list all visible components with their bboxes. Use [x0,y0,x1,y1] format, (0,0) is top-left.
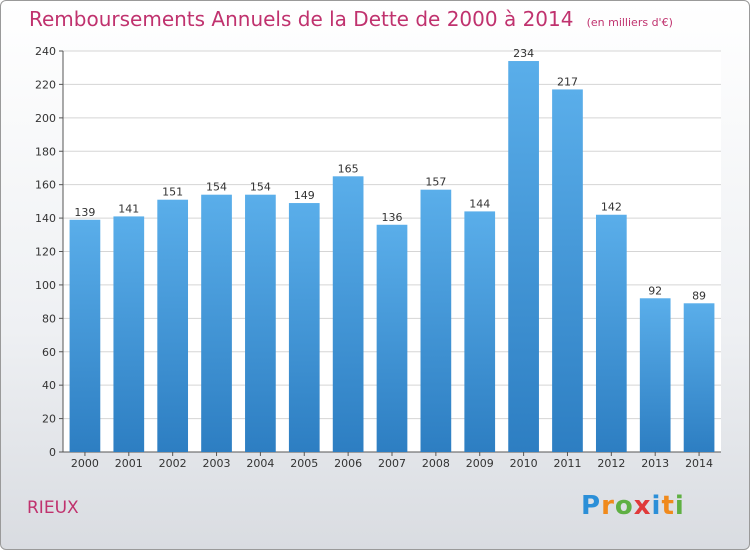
value-label-2013: 92 [648,284,662,297]
bar-2013 [639,298,671,452]
x-tick-label-2007: 2007 [378,457,406,470]
bar-2009 [464,211,496,452]
y-tick-label: 20 [42,413,56,426]
x-tick-label-2014: 2014 [685,457,713,470]
bar-2010 [508,61,539,453]
value-label-2011: 217 [557,75,578,88]
x-tick-label-2001: 2001 [115,457,143,470]
x-tick-label-2005: 2005 [290,457,318,470]
bar-2002 [157,199,189,452]
value-label-2008: 157 [425,176,446,189]
y-tick-label: 40 [42,379,56,392]
y-tick-label: 100 [35,279,56,292]
bar-2005 [288,203,320,452]
x-tick-label-2012: 2012 [597,457,625,470]
value-label-2009: 144 [469,197,490,210]
axes: 0 20 40 60 80 100 120 140 160 180 200 220 240 [35,45,721,459]
value-label-2007: 136 [382,211,403,224]
value-label-2004: 154 [250,181,271,194]
y-tick-label: 120 [35,246,56,259]
chart-title-line: Remboursements Annuels de la Dette de 20… [29,7,673,31]
bar-2014 [683,303,715,452]
x-tick-label-2009: 2009 [466,457,494,470]
y-tick-label: 240 [35,45,56,58]
bar-2004 [245,194,276,453]
value-label-2003: 154 [206,181,227,194]
chart-title: Remboursements Annuels de la Dette de 20… [29,7,574,31]
y-tick-label: 140 [35,212,56,225]
y-tick-label: 80 [42,312,56,325]
x-tick-label-2011: 2011 [553,457,581,470]
value-label-2005: 149 [294,189,315,202]
bar-2006 [332,176,364,452]
bars [69,61,715,453]
town-name: RIEUX [27,498,79,518]
bar-2003 [201,194,232,453]
y-tick-label: 220 [35,78,56,91]
value-label-2001: 141 [118,202,139,215]
x-tick-label-2003: 2003 [203,457,231,470]
bar-2001 [113,216,145,452]
x-tick-label-2000: 2000 [71,457,99,470]
chart-subtitle: (en milliers d'€) [586,16,673,29]
x-tick-label-2002: 2002 [159,457,187,470]
value-label-2012: 142 [601,201,622,214]
bar-2011 [552,89,583,452]
x-tick-label-2006: 2006 [334,457,362,470]
x-tick-label-2004: 2004 [246,457,274,470]
y-tick-label: 200 [35,112,56,125]
bar-2000 [69,219,101,452]
value-label-2006: 165 [338,162,359,175]
value-label-2000: 139 [74,206,95,219]
bar-2007 [376,224,408,452]
bar-2012 [595,214,627,452]
value-label-2010: 234 [513,47,534,60]
labels: 139 2000 141 2001 151 2002 154 2003 154 2004 149 20… [71,47,713,470]
x-tick-label-2013: 2013 [641,457,669,470]
y-tick-label: 180 [35,145,56,158]
x-tick-label-2010: 2010 [510,457,538,470]
value-label-2014: 89 [692,289,706,302]
value-label-2002: 151 [162,186,183,199]
proxiti-logo: Proxiti [581,491,685,521]
x-tick-label-2008: 2008 [422,457,450,470]
y-tick-label: 60 [42,346,56,359]
bar-2008 [420,189,452,452]
y-tick-label: 0 [49,446,56,459]
y-tick-label: 160 [35,179,56,192]
